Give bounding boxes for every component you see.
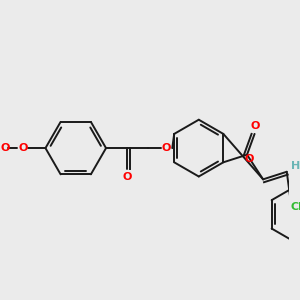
Text: O: O (0, 143, 10, 153)
Text: O: O (122, 172, 131, 182)
Text: O: O (244, 154, 254, 164)
Text: Cl: Cl (290, 202, 300, 212)
Text: O: O (162, 143, 171, 153)
Text: O: O (251, 121, 260, 131)
Text: H: H (291, 161, 300, 171)
Text: O: O (18, 143, 27, 153)
